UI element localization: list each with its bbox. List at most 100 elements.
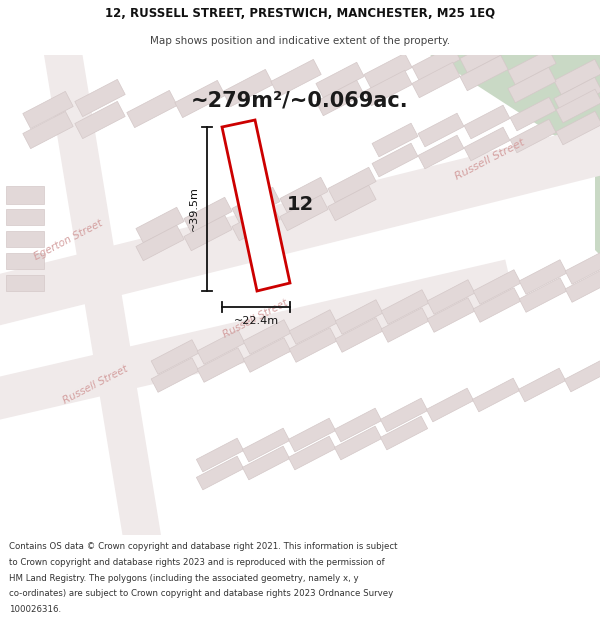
Polygon shape [473, 288, 521, 322]
Text: 100026316.: 100026316. [9, 605, 61, 614]
Polygon shape [184, 198, 232, 232]
Polygon shape [243, 338, 291, 372]
Polygon shape [289, 328, 337, 362]
Polygon shape [0, 259, 515, 426]
Polygon shape [565, 358, 600, 392]
Polygon shape [380, 398, 428, 432]
Polygon shape [6, 275, 44, 291]
Polygon shape [372, 123, 418, 157]
Polygon shape [75, 79, 125, 117]
Polygon shape [328, 185, 376, 221]
Text: Egerton Street: Egerton Street [32, 218, 104, 262]
Polygon shape [328, 168, 376, 202]
Polygon shape [184, 215, 232, 251]
Polygon shape [372, 143, 418, 177]
Polygon shape [289, 310, 337, 344]
Polygon shape [418, 113, 464, 147]
Text: HM Land Registry. The polygons (including the associated geometry, namely x, y: HM Land Registry. The polygons (includin… [9, 574, 359, 582]
Polygon shape [6, 186, 44, 204]
Polygon shape [310, 55, 600, 165]
Polygon shape [556, 111, 600, 145]
Polygon shape [243, 320, 291, 354]
Polygon shape [335, 300, 383, 334]
Polygon shape [6, 231, 44, 247]
Text: 12: 12 [286, 196, 314, 214]
Text: ~39.5m: ~39.5m [189, 186, 199, 231]
Polygon shape [508, 68, 556, 102]
Polygon shape [335, 318, 383, 352]
Polygon shape [289, 436, 335, 470]
Polygon shape [197, 348, 245, 382]
Polygon shape [460, 38, 508, 72]
Polygon shape [554, 78, 600, 112]
Polygon shape [127, 91, 177, 128]
Polygon shape [518, 368, 566, 402]
Polygon shape [242, 428, 290, 462]
Polygon shape [175, 81, 225, 118]
Polygon shape [196, 438, 244, 472]
Polygon shape [510, 98, 556, 131]
Polygon shape [595, 165, 600, 255]
Text: Russell Street: Russell Street [454, 138, 527, 182]
Polygon shape [6, 209, 44, 225]
Polygon shape [334, 408, 382, 442]
Polygon shape [380, 416, 428, 450]
Text: Russell Street: Russell Street [221, 298, 289, 340]
Polygon shape [412, 62, 460, 98]
Polygon shape [316, 80, 364, 116]
Polygon shape [41, 32, 164, 558]
Polygon shape [364, 70, 412, 106]
Polygon shape [75, 101, 125, 139]
Polygon shape [519, 260, 567, 294]
Polygon shape [464, 127, 510, 161]
Polygon shape [519, 278, 567, 312]
Text: ~22.4m: ~22.4m [233, 316, 278, 326]
Polygon shape [316, 62, 364, 98]
Polygon shape [565, 268, 600, 302]
Polygon shape [223, 69, 273, 107]
Polygon shape [232, 205, 280, 241]
Polygon shape [427, 388, 473, 422]
Text: 12, RUSSELL STREET, PRESTWICH, MANCHESTER, M25 1EQ: 12, RUSSELL STREET, PRESTWICH, MANCHESTE… [105, 8, 495, 20]
Polygon shape [427, 280, 475, 314]
Polygon shape [271, 59, 321, 97]
Polygon shape [427, 298, 475, 332]
Polygon shape [151, 340, 199, 374]
Polygon shape [197, 330, 245, 364]
Polygon shape [6, 253, 44, 269]
Polygon shape [242, 446, 290, 480]
Text: co-ordinates) are subject to Crown copyright and database rights 2023 Ordnance S: co-ordinates) are subject to Crown copyr… [9, 589, 393, 599]
Polygon shape [464, 105, 510, 139]
Polygon shape [196, 456, 244, 490]
Polygon shape [472, 378, 520, 412]
Polygon shape [508, 49, 556, 85]
Polygon shape [280, 195, 328, 231]
Polygon shape [510, 119, 556, 152]
Polygon shape [136, 208, 184, 242]
Polygon shape [460, 55, 508, 91]
Polygon shape [23, 91, 73, 129]
Polygon shape [280, 177, 328, 212]
Polygon shape [232, 188, 280, 222]
Polygon shape [412, 45, 460, 81]
Polygon shape [289, 418, 335, 452]
Polygon shape [554, 59, 600, 95]
Text: ~279m²/~0.069ac.: ~279m²/~0.069ac. [191, 90, 409, 110]
Polygon shape [0, 121, 600, 331]
Polygon shape [334, 426, 382, 460]
Text: to Crown copyright and database rights 2023 and is reproduced with the permissio: to Crown copyright and database rights 2… [9, 558, 385, 567]
Polygon shape [381, 308, 429, 342]
Polygon shape [151, 357, 199, 392]
Polygon shape [565, 250, 600, 284]
Polygon shape [381, 290, 429, 324]
Text: Map shows position and indicative extent of the property.: Map shows position and indicative extent… [150, 36, 450, 46]
Polygon shape [364, 53, 412, 89]
Polygon shape [23, 111, 73, 149]
Text: Russell Street: Russell Street [61, 364, 129, 406]
Polygon shape [556, 89, 600, 122]
Polygon shape [222, 120, 290, 291]
Polygon shape [418, 135, 464, 169]
Polygon shape [136, 225, 184, 261]
Text: Contains OS data © Crown copyright and database right 2021. This information is : Contains OS data © Crown copyright and d… [9, 542, 398, 551]
Polygon shape [473, 270, 521, 304]
